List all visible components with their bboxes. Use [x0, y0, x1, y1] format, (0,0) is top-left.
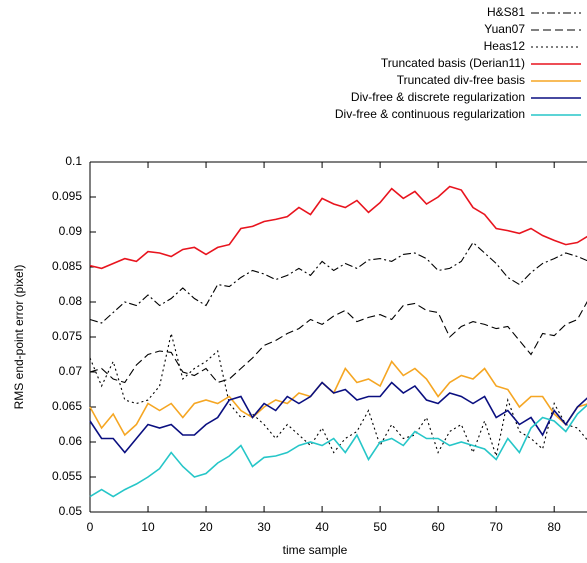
series-line — [89, 300, 587, 384]
y-tick-label: 0.06 — [59, 434, 83, 448]
x-tick-label: 70 — [489, 520, 503, 534]
y-tick-label: 0.065 — [52, 399, 82, 413]
y-tick-label: 0.1 — [65, 154, 82, 168]
legend-label: Yuan07 — [484, 22, 525, 36]
y-tick-label: 0.09 — [59, 224, 83, 238]
series-line — [89, 404, 587, 498]
y-tick-label: 0.095 — [52, 189, 82, 203]
series-line — [89, 185, 587, 270]
legend-label: Heas12 — [484, 39, 526, 53]
legend-label: Truncated div-free basis — [397, 73, 525, 87]
x-tick-label: 20 — [199, 520, 213, 534]
legend-label: H&S81 — [487, 5, 525, 19]
x-tick-label: 60 — [431, 520, 445, 534]
y-tick-label: 0.08 — [59, 294, 83, 308]
y-axis-label: RMS end-point error (pixel) — [12, 265, 26, 410]
series-line — [89, 241, 587, 324]
legend-label: Truncated basis (Derian11) — [381, 56, 525, 70]
x-tick-label: 40 — [315, 520, 329, 534]
legend-label: Div-free & discrete regularization — [351, 90, 525, 104]
x-tick-label: 10 — [141, 520, 155, 534]
y-tick-label: 0.085 — [52, 259, 82, 273]
y-tick-label: 0.055 — [52, 469, 82, 483]
y-tick-label: 0.075 — [52, 329, 82, 343]
legend-label: Div-free & continuous regularization — [335, 107, 525, 121]
x-tick-label: 80 — [548, 520, 562, 534]
x-tick-label: 30 — [257, 520, 271, 534]
x-tick-label: 50 — [373, 520, 387, 534]
series-line — [89, 333, 587, 459]
series-line — [89, 381, 587, 454]
x-tick-label: 0 — [87, 520, 94, 534]
series-line — [89, 360, 587, 437]
x-axis-label: time sample — [283, 543, 348, 557]
y-tick-label: 0.05 — [59, 504, 83, 518]
y-tick-label: 0.07 — [59, 364, 83, 378]
